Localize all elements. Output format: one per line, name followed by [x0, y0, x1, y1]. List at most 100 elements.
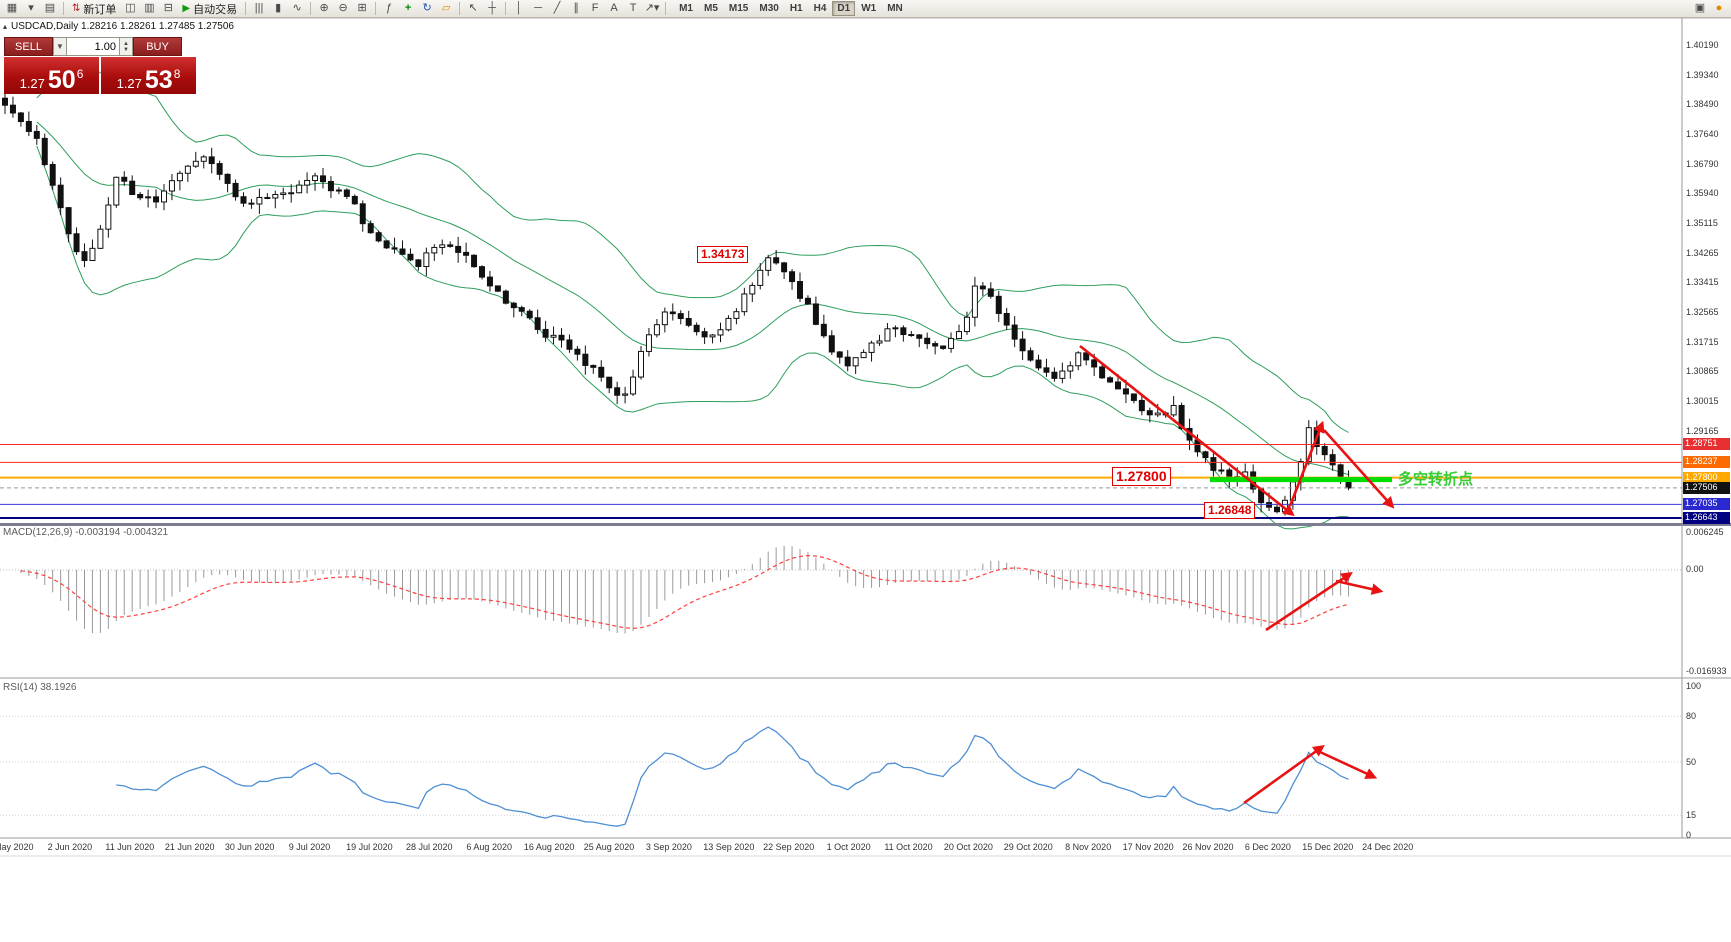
- profiles-icon[interactable]: ▤: [44, 2, 56, 14]
- price-label: 1.27506: [1683, 481, 1730, 494]
- channel-icon[interactable]: ∥: [573, 2, 579, 14]
- candlestick-chart-icon[interactable]: ▮: [275, 2, 282, 14]
- market-watch-icon[interactable]: ◫: [125, 2, 136, 14]
- date-label: 30 Jun 2020: [224, 842, 275, 852]
- indicators-icon[interactable]: ƒ: [386, 2, 393, 14]
- date-label: 17 Nov 2020: [1122, 842, 1174, 852]
- price-label: 1.27800: [1683, 471, 1730, 484]
- price-tick: 1.40190: [1686, 40, 1719, 50]
- trendline-icon[interactable]: ╱: [553, 2, 561, 14]
- add-indicator-icon[interactable]: +: [404, 2, 412, 14]
- price-tick: 1.38490: [1686, 99, 1719, 110]
- cycles-icon[interactable]: ↻: [422, 2, 432, 14]
- symbol-info: ▴ USDCAD,Daily 1.28216 1.28261 1.27485 1…: [3, 21, 234, 32]
- sell-price-main: 1.27: [19, 75, 45, 91]
- arrows-tool-icon[interactable]: ↗▾: [644, 2, 660, 14]
- window-controls-icon[interactable]: ▣: [1694, 2, 1706, 14]
- price-tick: 1.35115: [1686, 218, 1718, 229]
- price-callout-low[interactable]: 1.26848: [1204, 502, 1256, 519]
- macd-scale-label: -0.016933: [1686, 666, 1727, 676]
- one-click-collapse-icon[interactable]: ▴: [3, 22, 8, 31]
- macd-scale-label: 0.00: [1686, 564, 1704, 574]
- rsi-scale-label: 80: [1686, 711, 1697, 722]
- zoom-in-icon[interactable]: ⊕: [319, 2, 329, 14]
- rsi-scale-label: 50: [1686, 757, 1697, 767]
- bar-chart-icon[interactable]: |||: [254, 2, 264, 14]
- timeframe-toolbar: M1 M5 M15 M30 H1 H4 D1 W1 MN: [674, 1, 908, 16]
- sell-price-sup: 6: [76, 67, 84, 81]
- rsi-indicator-label: RSI(14) 38.1926: [3, 682, 77, 693]
- new-chart-icon[interactable]: ▦: [6, 2, 18, 14]
- date-label: 6 Aug 2020: [466, 842, 512, 852]
- turning-point-label[interactable]: 多空转折点: [1398, 471, 1474, 488]
- new-order-icon: ⇅: [72, 3, 81, 14]
- community-icon[interactable]: ●: [1715, 2, 1723, 14]
- price-callout-peak[interactable]: 1.34173: [697, 246, 749, 263]
- timeframe-MN-button[interactable]: MN: [887, 3, 903, 14]
- date-label: 22 Sep 2020: [763, 842, 815, 852]
- price-tick: 1.39340: [1686, 69, 1719, 80]
- toolbar-separator: [310, 2, 312, 15]
- text-tool-icon[interactable]: A: [610, 2, 618, 14]
- data-window-icon[interactable]: ▥: [144, 2, 155, 14]
- buy-price-box[interactable]: 1.27 53 8: [101, 57, 196, 94]
- timeframe-H4-button[interactable]: H4: [813, 3, 827, 14]
- toolbar-separator: [245, 2, 247, 15]
- date-label: 11 Oct 2020: [884, 842, 933, 852]
- timeframe-D1-button[interactable]: D1: [832, 1, 856, 16]
- crosshair-icon[interactable]: ┼: [488, 2, 496, 14]
- autotrading-button[interactable]: ▶ 自动交易: [178, 1, 241, 17]
- date-label: 9 Jul 2020: [288, 842, 331, 852]
- line-chart-icon[interactable]: ∿: [292, 2, 302, 14]
- label-tool-icon[interactable]: T: [629, 2, 637, 14]
- date-label: 21 Jun 2020: [164, 842, 215, 852]
- volume-input[interactable]: [67, 37, 120, 56]
- price-tick: 1.32565: [1686, 307, 1719, 318]
- zoom-out-icon[interactable]: ⊖: [338, 2, 348, 14]
- sell-button[interactable]: SELL: [4, 37, 53, 56]
- volume-stepper[interactable]: ▲ ▼: [120, 37, 133, 56]
- date-label: 13 Sep 2020: [703, 842, 755, 852]
- timeframe-M5-button[interactable]: M5: [704, 3, 718, 14]
- new-order-button[interactable]: ⇅ 新订单: [68, 1, 120, 17]
- timeframe-M30-button[interactable]: M30: [759, 3, 779, 14]
- price-label: 1.26643: [1683, 512, 1730, 524]
- macd-scale-label: 0.006245: [1686, 527, 1724, 537]
- chart-list-dropdown-icon[interactable]: ▾: [28, 2, 34, 14]
- toolbar-separator: [505, 2, 507, 15]
- price-tick: 1.29165: [1686, 425, 1719, 436]
- autotrading-play-icon: ▶: [182, 3, 191, 14]
- horizontal-line-icon[interactable]: ─: [534, 2, 542, 14]
- objects-icon[interactable]: ▱: [441, 2, 451, 14]
- sell-price-box[interactable]: 1.27 50 6: [4, 57, 99, 94]
- price-tick: 1.31715: [1686, 336, 1719, 347]
- terminal-icon[interactable]: ⊟: [163, 2, 173, 14]
- buy-price-sup: 8: [173, 67, 181, 81]
- date-label: 15 Dec 2020: [1302, 842, 1354, 852]
- date-label: 29 Oct 2020: [1003, 842, 1053, 852]
- price-tick: 1.30865: [1686, 366, 1719, 377]
- date-label: 6 Dec 2020: [1244, 842, 1291, 852]
- autotrading-label: 自动交易: [193, 3, 238, 16]
- vertical-line-icon[interactable]: │: [515, 2, 523, 14]
- fibonacci-icon[interactable]: F: [591, 2, 599, 14]
- buy-button[interactable]: BUY: [133, 37, 182, 56]
- date-label: 8 Nov 2020: [1065, 842, 1112, 852]
- volume-dropdown-icon[interactable]: ▼: [53, 37, 67, 56]
- date-label: 20 Oct 2020: [943, 842, 993, 852]
- tile-windows-icon[interactable]: ⊞: [357, 2, 367, 14]
- buy-price-big: 53: [144, 65, 173, 94]
- timeframe-W1-button[interactable]: W1: [861, 3, 877, 14]
- timeframe-M15-button[interactable]: M15: [728, 3, 749, 14]
- trade-panel-prices: 1.27 50 6 1.27 53 8: [4, 57, 196, 94]
- timeframe-M1-button[interactable]: M1: [679, 3, 693, 14]
- timeframe-H1-button[interactable]: H1: [789, 3, 803, 14]
- cursor-icon[interactable]: ↖: [468, 2, 478, 14]
- rsi-scale-label: 0: [1686, 830, 1692, 840]
- price-callout-entry[interactable]: 1.27800: [1112, 467, 1171, 486]
- toolbar-separator: [665, 2, 667, 15]
- date-label: 3 Sep 2020: [645, 842, 692, 852]
- price-tick: 1.36790: [1686, 158, 1719, 169]
- price-tick: 1.35940: [1686, 188, 1719, 199]
